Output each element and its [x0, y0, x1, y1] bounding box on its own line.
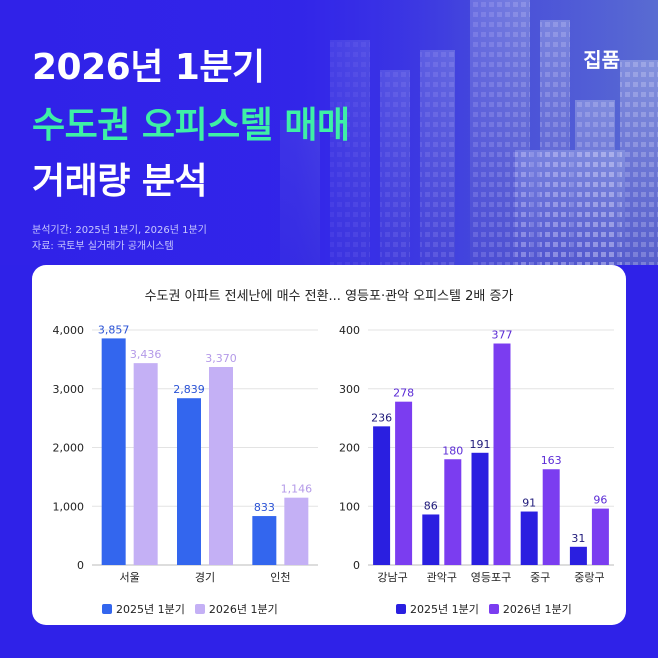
y-tick-label: 200 [339, 442, 360, 455]
legend-item-2025: 2025년 1분기 [396, 601, 479, 617]
x-category-label: 중랑구 [574, 571, 604, 584]
analysis-period: 분석기간: 2025년 1분기, 2026년 1분기 [32, 225, 207, 236]
bar [493, 343, 511, 565]
bar-value-label: 96 [593, 494, 607, 507]
x-category-label: 영등포구 [471, 571, 511, 584]
bar-value-label: 180 [442, 444, 463, 457]
hero-banner [0, 0, 658, 265]
y-tick-label: 1,000 [53, 500, 85, 513]
chart-card: 수도권 아파트 전세난에 매수 전환... 영등포·관악 오피스텔 2배 증가 … [32, 265, 626, 625]
x-category-label: 중구 [530, 571, 550, 584]
bar-value-label: 91 [522, 497, 536, 510]
bar [209, 367, 233, 565]
bar-value-label: 3,436 [130, 348, 162, 361]
legend-swatch-2025 [102, 604, 112, 614]
y-tick-label: 4,000 [53, 324, 85, 337]
x-category-label: 경기 [195, 571, 215, 584]
x-category-label: 인천 [270, 570, 290, 584]
y-tick-label: 0 [77, 559, 84, 572]
legend-swatch-2025 [396, 604, 406, 614]
bar [520, 511, 538, 565]
hero-overlay [0, 0, 658, 265]
legend-right: 2025년 1분기 2026년 1분기 [396, 601, 572, 617]
brand-logo: 집품 [583, 48, 620, 72]
bar [591, 508, 609, 565]
legend-item-2026: 2026년 1분기 [194, 601, 278, 617]
bar [284, 497, 309, 565]
bar [101, 338, 126, 565]
bar [252, 516, 277, 565]
bar-value-label: 833 [254, 501, 275, 514]
x-category-label: 강남구 [377, 571, 407, 584]
bar-value-label: 163 [541, 454, 562, 467]
bar [471, 452, 489, 565]
bar [569, 546, 587, 565]
legend-label-2025: 2025년 1분기 [410, 603, 479, 616]
legend-item-2026: 2026년 1분기 [488, 601, 572, 617]
bar-value-label: 236 [371, 411, 392, 424]
title-line-1: 2026년 1분기 [32, 47, 265, 88]
legend-label-2026: 2026년 1분기 [208, 603, 278, 616]
title-line-3: 거래량 분석 [32, 161, 208, 202]
legend-swatch-2026 [194, 604, 205, 614]
data-source: 자료: 국토부 실거래가 공개시스템 [32, 241, 174, 252]
bar [444, 459, 462, 565]
bar-value-label: 3,857 [98, 323, 129, 336]
bar-value-label: 2,839 [173, 383, 205, 396]
y-tick-label: 300 [339, 383, 360, 396]
legend-item-2025: 2025년 1분기 [102, 601, 185, 617]
bar-value-label: 278 [393, 387, 414, 400]
bar-value-label: 3,370 [205, 352, 237, 365]
y-tick-label: 3,000 [53, 383, 85, 396]
bar [422, 514, 440, 565]
legend-label-2025: 2025년 1분기 [116, 603, 185, 616]
bar [177, 398, 201, 565]
legend-label-2026: 2026년 1분기 [502, 603, 572, 616]
legend-swatch-2026 [488, 604, 499, 614]
bar-value-label: 377 [492, 329, 513, 342]
bar [133, 363, 158, 565]
card-title: 수도권 아파트 전세난에 매수 전환... 영등포·관악 오피스텔 2배 증가 [144, 289, 514, 304]
legend-left: 2025년 1분기 2026년 1분기 [102, 601, 278, 617]
bar [373, 426, 391, 565]
y-tick-label: 0 [353, 559, 360, 572]
bar-value-label: 191 [470, 438, 491, 451]
bar-value-label: 1,146 [281, 483, 313, 496]
x-category-label: 관악구 [427, 571, 457, 584]
x-category-label: 서울 [120, 571, 140, 584]
y-tick-label: 2,000 [53, 442, 85, 455]
bar-value-label: 86 [424, 499, 438, 512]
bar [542, 469, 560, 565]
y-tick-label: 100 [339, 500, 360, 513]
title-line-2: 수도권 오피스텔 매매 [32, 105, 350, 146]
y-tick-label: 400 [339, 324, 360, 337]
bar [395, 401, 413, 565]
bar-value-label: 31 [571, 532, 585, 545]
